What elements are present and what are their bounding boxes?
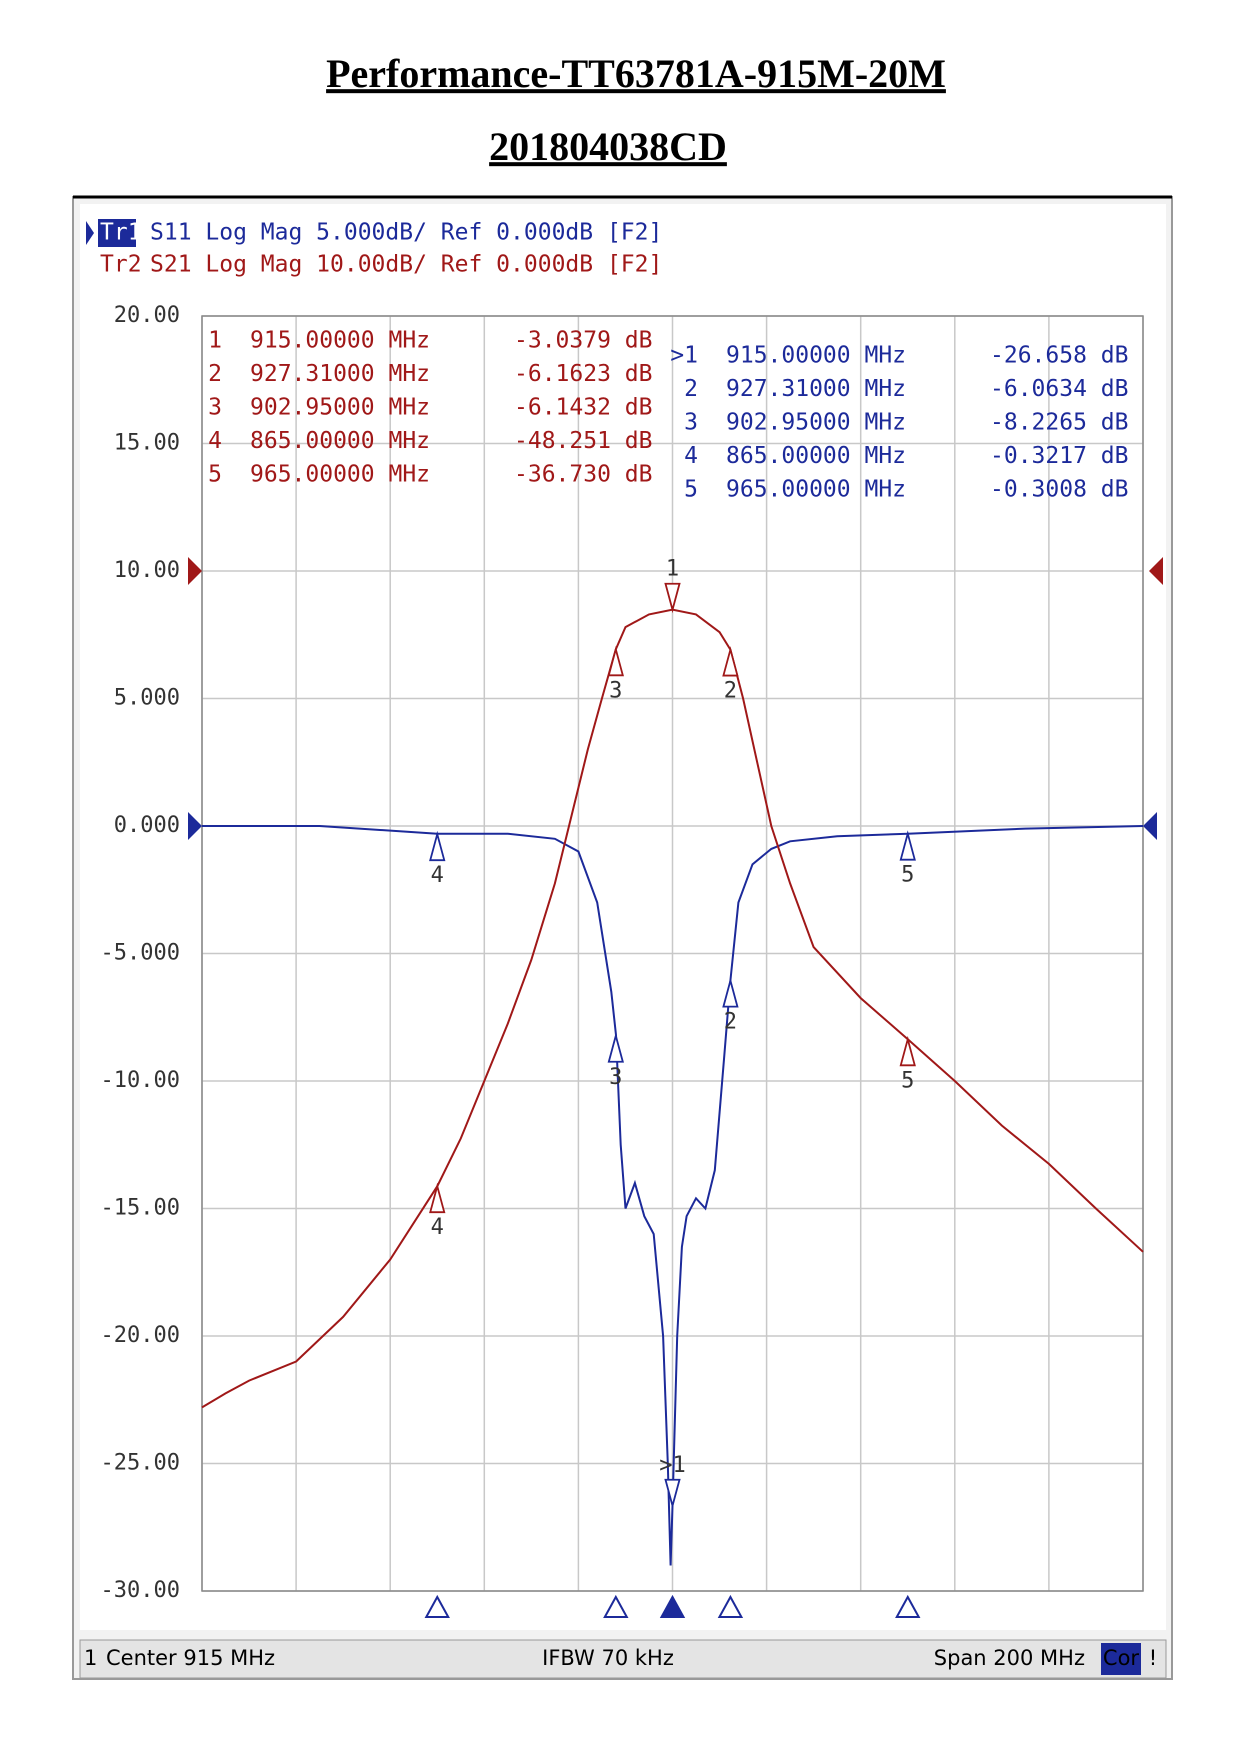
cor-badge bbox=[1101, 1643, 1141, 1675]
y-tick-label: -25.00 bbox=[101, 1451, 180, 1476]
marker-freq: 902.95000 MHz bbox=[726, 410, 906, 436]
marker-number: 2 bbox=[724, 679, 737, 704]
marker-value: -6.1623 dB bbox=[514, 361, 652, 387]
marker-id: 2 bbox=[684, 376, 698, 402]
marker-id: >1 bbox=[670, 343, 698, 369]
y-tick-label: -5.000 bbox=[101, 941, 180, 966]
marker-id: 3 bbox=[684, 410, 698, 436]
ref-pointer bbox=[188, 812, 202, 840]
active-trace-pointer bbox=[86, 221, 94, 245]
trace-id: Tr2 bbox=[100, 252, 142, 278]
y-tick-label: -20.00 bbox=[101, 1323, 180, 1348]
screen bbox=[80, 204, 1166, 1630]
marker-number: 5 bbox=[901, 1068, 914, 1093]
status-cor: Cor bbox=[1103, 1646, 1140, 1670]
marker-triangle bbox=[607, 645, 624, 677]
marker-value: -6.0634 dB bbox=[990, 376, 1128, 402]
y-tick-label: 10.00 bbox=[114, 558, 180, 583]
marker-id: 2 bbox=[208, 361, 222, 387]
marker-freq: 902.95000 MHz bbox=[250, 395, 430, 421]
marker-id: 4 bbox=[208, 428, 222, 454]
marker-freq: 865.00000 MHz bbox=[726, 443, 906, 469]
marker-value: -0.3217 dB bbox=[990, 443, 1128, 469]
marker-axis-pointer bbox=[424, 1594, 450, 1618]
marker-axis-pointer bbox=[659, 1594, 686, 1618]
y-tick-label: 5.000 bbox=[114, 686, 180, 711]
marker-number: 4 bbox=[431, 1215, 444, 1240]
marker-axis-pointer bbox=[603, 1594, 629, 1618]
status-span: Span 200 MHz bbox=[934, 1646, 1085, 1670]
marker-id: 4 bbox=[684, 443, 698, 469]
marker-freq: 927.31000 MHz bbox=[726, 376, 906, 402]
marker-number: 3 bbox=[609, 1065, 622, 1090]
marker-value: -6.1432 dB bbox=[514, 395, 652, 421]
marker-value: -48.251 dB bbox=[514, 428, 652, 454]
marker-freq: 865.00000 MHz bbox=[250, 428, 430, 454]
marker-value: -3.0379 dB bbox=[514, 328, 652, 354]
y-tick-label: -15.00 bbox=[101, 1196, 180, 1221]
marker-triangle bbox=[899, 830, 916, 861]
status-flag: ! bbox=[1149, 1646, 1157, 1670]
marker-triangle bbox=[429, 830, 446, 862]
status-center: Center 915 MHz bbox=[106, 1646, 275, 1670]
y-tick-label: 20.00 bbox=[114, 303, 180, 328]
marker-value: -8.2265 dB bbox=[990, 410, 1128, 436]
marker-number: 4 bbox=[431, 863, 444, 888]
marker-freq: 915.00000 MHz bbox=[250, 328, 430, 354]
marker-axis-pointer bbox=[895, 1594, 921, 1618]
marker-number: 5 bbox=[901, 863, 914, 888]
marker-value: -36.730 dB bbox=[514, 462, 652, 488]
marker-id: 5 bbox=[208, 462, 222, 488]
marker-freq: 915.00000 MHz bbox=[726, 343, 906, 369]
plot-border bbox=[201, 315, 1144, 1592]
marker-value: -0.3008 dB bbox=[990, 477, 1128, 503]
ref-pointer bbox=[1149, 557, 1163, 585]
marker-value: -26.658 dB bbox=[990, 343, 1128, 369]
ref-pointer bbox=[188, 557, 202, 585]
active-trace-box bbox=[98, 219, 136, 247]
marker-id: 3 bbox=[208, 395, 222, 421]
y-tick-label: 15.00 bbox=[114, 431, 180, 456]
marker-triangle bbox=[664, 1478, 681, 1510]
marker-number: 3 bbox=[609, 678, 622, 703]
marker-number: >1 bbox=[659, 1453, 686, 1478]
ref-pointer bbox=[1143, 812, 1157, 840]
marker-triangle bbox=[429, 1182, 446, 1214]
marker-freq: 965.00000 MHz bbox=[250, 462, 430, 488]
marker-triangle bbox=[899, 1035, 916, 1067]
status-channel: 1 bbox=[84, 1646, 97, 1670]
y-tick-label: -10.00 bbox=[101, 1068, 180, 1093]
marker-number: 2 bbox=[724, 1010, 737, 1035]
trace-line bbox=[201, 608, 1144, 1409]
y-tick-label: 0.000 bbox=[114, 813, 180, 838]
marker-axis-pointer bbox=[717, 1594, 744, 1618]
marker-number: 1 bbox=[666, 557, 679, 582]
marker-triangle bbox=[722, 977, 739, 1008]
marker-freq: 965.00000 MHz bbox=[726, 477, 906, 503]
marker-triangle bbox=[607, 1032, 624, 1063]
status-ifbw: IFBW 70 kHz bbox=[542, 1646, 674, 1670]
marker-triangle bbox=[722, 646, 739, 677]
marker-triangle bbox=[664, 582, 681, 614]
trace-setting: S11 Log Mag 5.000dB/ Ref 0.000dB [F2] bbox=[150, 220, 662, 246]
marker-id: 5 bbox=[684, 477, 698, 503]
doc-title: Performance-TT63781A-915M-20M bbox=[326, 51, 946, 96]
marker-id: 1 bbox=[208, 328, 222, 354]
doc-subtitle: 201804038CD bbox=[489, 124, 727, 169]
status-bar bbox=[79, 1639, 1167, 1679]
trace-id: Tr1 bbox=[100, 220, 142, 246]
trace-line bbox=[202, 825, 1144, 1566]
y-tick-label: -30.00 bbox=[101, 1578, 180, 1603]
trace-setting: S21 Log Mag 10.00dB/ Ref 0.000dB [F2] bbox=[150, 252, 662, 278]
marker-freq: 927.31000 MHz bbox=[250, 361, 430, 387]
